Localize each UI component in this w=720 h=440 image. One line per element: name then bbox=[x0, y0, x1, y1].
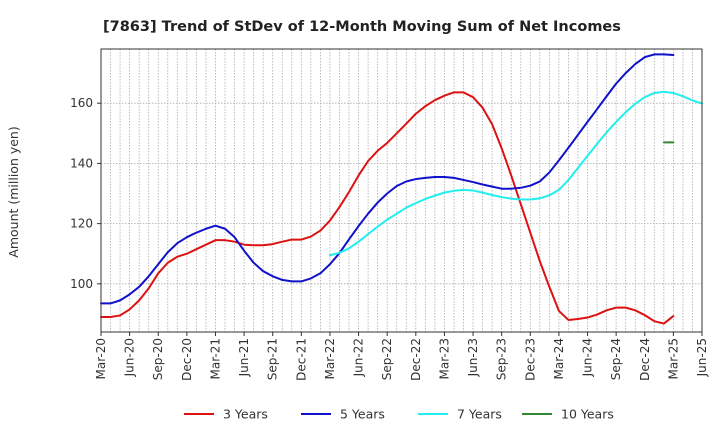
x-tick-label: Dec-21 bbox=[294, 338, 308, 381]
series-line-7-years bbox=[328, 90, 703, 257]
legend-label: 7 Years bbox=[457, 407, 502, 422]
x-tick-label: Mar-20 bbox=[94, 338, 108, 379]
x-tick-label: Jun-23 bbox=[466, 338, 480, 377]
y-axis: 100 120 140 160 bbox=[70, 96, 101, 291]
x-tick-label: Jun-22 bbox=[352, 338, 366, 377]
x-tick-label: Sep-22 bbox=[380, 338, 394, 380]
x-tick-label: Dec-23 bbox=[523, 338, 537, 381]
legend-item: 10 Years bbox=[522, 407, 614, 422]
x-tick-label: Jun-20 bbox=[123, 338, 137, 377]
y-tick-label: 160 bbox=[70, 96, 93, 110]
legend-label: 10 Years bbox=[561, 407, 614, 422]
x-tick-label: Dec-24 bbox=[638, 338, 652, 381]
y-tick-label: 120 bbox=[70, 217, 93, 231]
series-line-3-years bbox=[100, 91, 675, 325]
plot-area bbox=[101, 49, 702, 332]
plot-background bbox=[101, 49, 702, 332]
x-axis: Mar-20 Jun-20 Sep-20 Dec-20 Mar-21 Jun-21 Sep-… bbox=[94, 332, 709, 381]
series-layer bbox=[100, 53, 703, 325]
legend-item: 7 Years bbox=[418, 407, 502, 422]
x-tick-label: Jun-21 bbox=[237, 338, 251, 377]
legend-item: 3 Years bbox=[184, 407, 268, 422]
x-tick-label: Mar-24 bbox=[552, 338, 566, 379]
plot-border bbox=[100, 48, 703, 333]
y-axis-label: Amount (million yen) bbox=[6, 126, 21, 257]
series-line-5-years bbox=[100, 53, 675, 305]
x-tick-label: Sep-20 bbox=[151, 338, 165, 380]
legend-label: 3 Years bbox=[223, 407, 268, 422]
x-tick-label: Dec-20 bbox=[180, 338, 194, 381]
x-tick-label: Mar-25 bbox=[666, 338, 680, 379]
legend-label: 5 Years bbox=[340, 407, 385, 422]
x-tick-label: Mar-22 bbox=[323, 338, 337, 379]
y-tick-label: 140 bbox=[70, 156, 93, 170]
chart-title: [7863] Trend of StDev of 12-Month Moving… bbox=[103, 19, 621, 35]
x-tick-label: Sep-23 bbox=[495, 338, 509, 380]
x-tick-label: Dec-22 bbox=[409, 338, 423, 381]
plot-frame bbox=[100, 48, 703, 333]
x-tick-label: Sep-24 bbox=[609, 338, 623, 380]
legend: 3 Years 5 Years 7 Years 10 Years bbox=[184, 407, 614, 422]
x-tick-label: Jun-25 bbox=[695, 338, 709, 377]
x-tick-label: Jun-24 bbox=[581, 338, 595, 377]
legend-item: 5 Years bbox=[301, 407, 385, 422]
x-tick-label: Mar-23 bbox=[437, 338, 451, 379]
y-tick-label: 100 bbox=[70, 277, 93, 291]
x-tick-label: Mar-21 bbox=[208, 338, 222, 379]
x-tick-label: Sep-21 bbox=[266, 338, 280, 380]
